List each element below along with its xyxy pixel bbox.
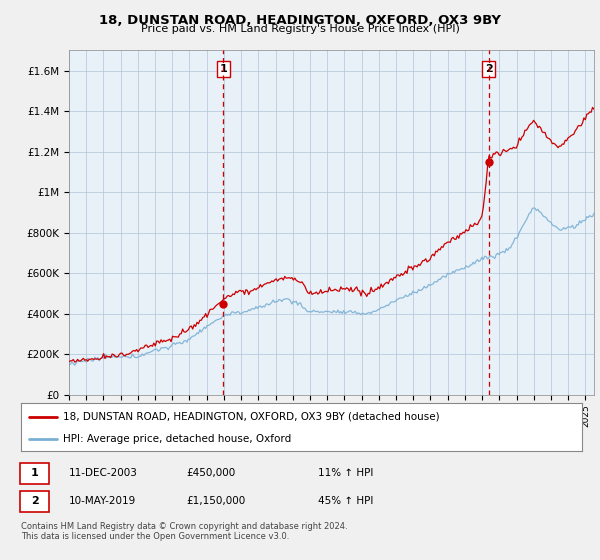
Text: HPI: Average price, detached house, Oxford: HPI: Average price, detached house, Oxfo… — [63, 434, 292, 444]
Text: 11-DEC-2003: 11-DEC-2003 — [69, 468, 138, 478]
Text: £450,000: £450,000 — [186, 468, 235, 478]
Text: 18, DUNSTAN ROAD, HEADINGTON, OXFORD, OX3 9BY (detached house): 18, DUNSTAN ROAD, HEADINGTON, OXFORD, OX… — [63, 412, 440, 422]
Text: 11% ↑ HPI: 11% ↑ HPI — [318, 468, 373, 478]
Text: 1: 1 — [220, 64, 227, 74]
Text: 2: 2 — [31, 496, 38, 506]
Text: 2: 2 — [485, 64, 493, 74]
Text: £1,150,000: £1,150,000 — [186, 496, 245, 506]
Text: 10-MAY-2019: 10-MAY-2019 — [69, 496, 136, 506]
Text: Contains HM Land Registry data © Crown copyright and database right 2024.
This d: Contains HM Land Registry data © Crown c… — [21, 522, 347, 542]
Text: 45% ↑ HPI: 45% ↑ HPI — [318, 496, 373, 506]
Text: 1: 1 — [31, 468, 38, 478]
Text: 18, DUNSTAN ROAD, HEADINGTON, OXFORD, OX3 9BY: 18, DUNSTAN ROAD, HEADINGTON, OXFORD, OX… — [99, 14, 501, 27]
Text: Price paid vs. HM Land Registry's House Price Index (HPI): Price paid vs. HM Land Registry's House … — [140, 24, 460, 34]
